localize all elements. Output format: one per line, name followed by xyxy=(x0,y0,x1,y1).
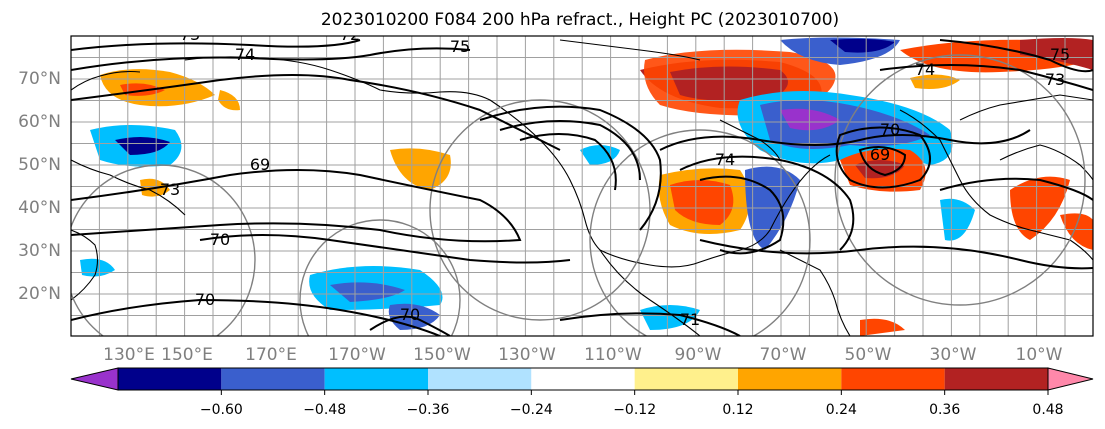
lat-label: 30°N xyxy=(18,241,61,261)
latitude-labels: 70°N 60°N 50°N 40°N 30°N 20°N xyxy=(18,69,61,304)
colorbar-cell xyxy=(944,368,1048,390)
lat-label: 50°N xyxy=(18,155,61,175)
lat-label: 60°N xyxy=(18,112,61,132)
contour-label: 70 xyxy=(210,230,230,249)
contour-label: 74 xyxy=(915,60,935,79)
contour-label: 74 xyxy=(235,45,255,64)
lat-lon-grid xyxy=(71,36,1093,336)
height-contours xyxy=(71,39,1093,336)
contour-label: 71 xyxy=(680,310,700,329)
colorbar-tick-label: −0.48 xyxy=(303,402,346,418)
colorbar-cell xyxy=(428,368,532,390)
lon-label: 10°W xyxy=(1016,345,1063,365)
colorbar-cell xyxy=(841,368,945,390)
colorbar-tick-label: −0.60 xyxy=(200,402,243,418)
contour-label: 73 xyxy=(160,180,180,199)
contour-label: 75 xyxy=(1050,45,1070,64)
colorbar-tick-label: 0.12 xyxy=(722,402,753,418)
contour-label: 70 xyxy=(400,305,420,324)
contour-labels: 73 74 72 75 73 69 70 70 74 70 73 71 74 75 70 69 xyxy=(160,25,1070,329)
contour-label: 73 xyxy=(180,25,200,44)
lon-label: 50°W xyxy=(845,345,892,365)
colorbar-tick-label: −0.12 xyxy=(613,402,656,418)
lon-label: 170°W xyxy=(328,345,386,365)
contour-label: 69 xyxy=(250,155,270,174)
lon-label: 70°W xyxy=(760,345,807,365)
colorbar-tick-label: 0.24 xyxy=(826,402,857,418)
lon-label: 150°E xyxy=(161,345,213,365)
colorbar-cell xyxy=(118,368,222,390)
colorbar-cell xyxy=(531,368,635,390)
lat-label: 40°N xyxy=(18,198,61,218)
contour-label: 72 xyxy=(340,25,360,44)
contour-label: 70 xyxy=(195,290,215,309)
colorbar-cell xyxy=(324,368,428,390)
colorbar-cell xyxy=(738,368,842,390)
lon-label: 130°E xyxy=(103,345,155,365)
colorbar-tick-label: −0.36 xyxy=(407,402,450,418)
contour-label: 75 xyxy=(450,37,470,56)
colorbar-extend-low xyxy=(70,367,119,391)
colorbar-frame xyxy=(117,367,1049,391)
reference-circles xyxy=(71,54,1086,336)
longitude-labels: 130°E 150°E 170°E 170°W 150°W 130°W 110°W 90°W 7… xyxy=(103,345,1063,365)
colorbar-tick-label: −0.24 xyxy=(510,402,553,418)
colorbar-extend-high xyxy=(1047,367,1094,391)
contour-label: 73 xyxy=(1045,70,1065,89)
lat-label: 20°N xyxy=(18,284,61,304)
figure-title: 2023010200 F084 200 hPa refract., Height… xyxy=(320,10,840,30)
lon-label: 90°W xyxy=(675,345,722,365)
anomaly-shading xyxy=(80,37,1093,336)
contour-label: 69 xyxy=(870,145,890,164)
colorbar-tick-label: 0.36 xyxy=(929,402,960,418)
lon-label: 170°E xyxy=(245,345,297,365)
lon-label: 130°W xyxy=(498,345,556,365)
colorbar-tick-label: 0.48 xyxy=(1032,402,1063,418)
colorbar-cell xyxy=(634,368,738,390)
map-frame xyxy=(70,35,1094,337)
contour-label: 70 xyxy=(880,120,900,139)
colorbar-cell xyxy=(221,368,325,390)
lon-label: 110°W xyxy=(584,345,642,365)
lat-label: 70°N xyxy=(18,69,61,89)
lon-label: 30°W xyxy=(930,345,977,365)
lon-label: 150°W xyxy=(413,345,471,365)
contour-label: 74 xyxy=(715,150,735,169)
